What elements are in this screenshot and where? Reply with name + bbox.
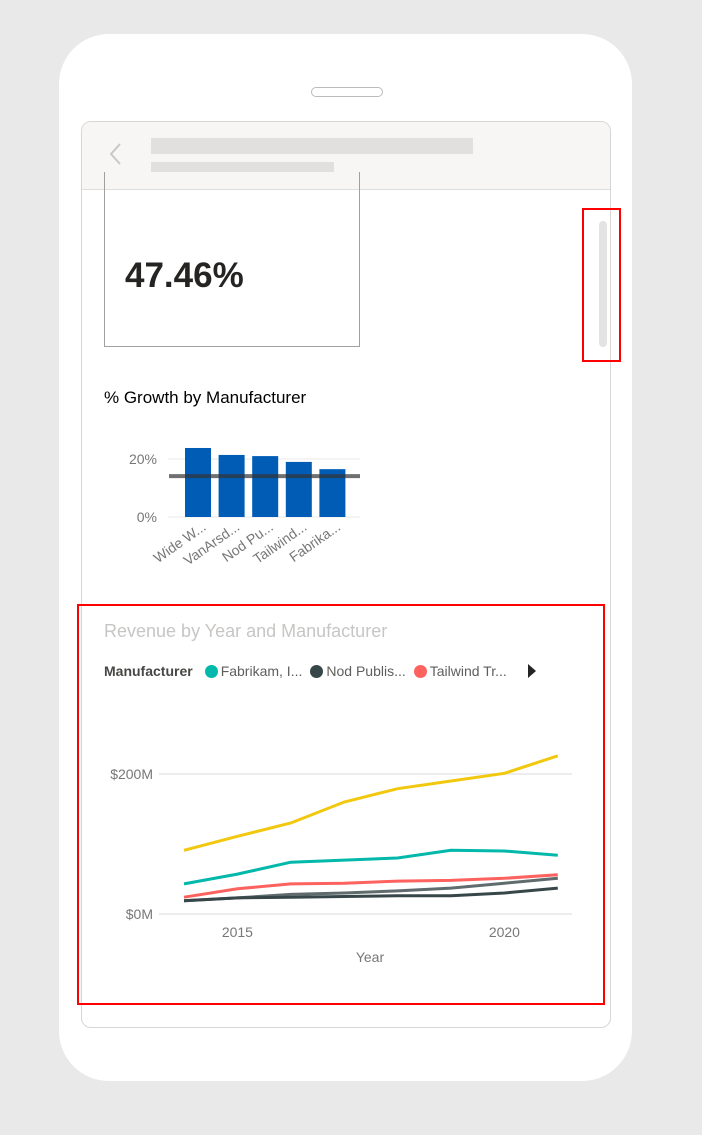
legend-item[interactable]: Nod Publis...: [310, 663, 406, 679]
kpi-card[interactable]: 47.46%: [104, 172, 360, 347]
legend-dot-icon: [204, 664, 218, 678]
x-tick-label: 2020: [489, 924, 520, 940]
legend-item[interactable]: Tailwind Tr...: [413, 663, 507, 679]
series-line: [183, 873, 558, 899]
series-line: [183, 848, 558, 886]
legend-label: Fabrikam, I...: [220, 663, 303, 679]
report-screen: 47.46% % Growth by Manufacturer 0% 20% Wid…: [81, 121, 611, 1028]
phone-speaker: [311, 87, 383, 97]
legend-dot-icon: [413, 664, 427, 678]
legend-label: Nod Publis...: [326, 663, 406, 679]
kpi-value: 47.46%: [125, 256, 244, 295]
bar: [218, 454, 245, 517]
x-axis-label: Year: [356, 949, 385, 965]
legend-label: Tailwind Tr...: [429, 663, 507, 679]
back-chevron-icon[interactable]: [108, 142, 122, 166]
legend-dot-icon: [310, 664, 324, 678]
y-tick-label: $200M: [110, 766, 153, 782]
series-line: [183, 886, 558, 903]
report-header: [82, 122, 610, 190]
y-tick-label: $0M: [126, 906, 153, 922]
series-line: [183, 754, 559, 852]
legend-next-arrow-icon[interactable]: [527, 664, 537, 678]
line-chart-title: Revenue by Year and Manufacturer: [104, 621, 388, 641]
subtitle-placeholder: [151, 162, 334, 172]
bar-chart-title: % Growth by Manufacturer: [104, 388, 307, 407]
y-tick-label: 20%: [129, 451, 157, 467]
bar: [185, 447, 211, 517]
line-chart[interactable]: $0M $200M 2015 2020 Year: [82, 722, 610, 982]
line-chart-legend: Manufacturer Fabrikam, I... Nod Publis..…: [104, 663, 537, 679]
bar: [252, 456, 279, 517]
legend-title: Manufacturer: [104, 663, 193, 679]
scrollbar[interactable]: [599, 221, 607, 347]
legend-item[interactable]: Fabrikam, I...: [204, 663, 303, 679]
x-tick-label: 2015: [222, 924, 253, 940]
bar-chart[interactable]: 0%20%Wide W...VanArsd...Nod Pu...Tailwin…: [82, 422, 382, 582]
title-placeholder: [151, 138, 473, 154]
y-tick-label: 0%: [137, 509, 157, 525]
bar: [285, 461, 312, 517]
highlight-box-scrollbar: [582, 208, 621, 362]
highlight-box-line-chart: [77, 604, 605, 1005]
